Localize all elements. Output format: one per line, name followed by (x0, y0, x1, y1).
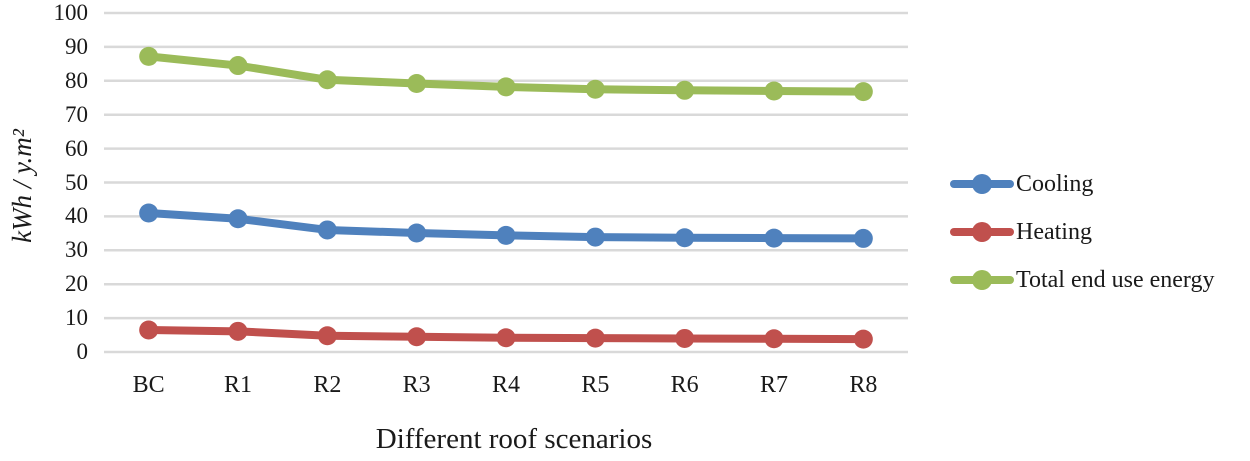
data-point-marker (228, 56, 248, 76)
data-point-marker (139, 320, 159, 340)
x-tick-label: R5 (581, 372, 610, 398)
y-tick-label: 90 (65, 33, 88, 59)
data-point-marker (675, 228, 695, 248)
data-point-marker (853, 329, 873, 349)
data-point-marker (585, 227, 605, 247)
data-point-marker (496, 77, 516, 97)
data-point-marker (675, 328, 695, 348)
data-point-marker (764, 228, 784, 248)
x-tick-label: R7 (759, 372, 788, 398)
x-tick-label: R6 (670, 372, 699, 398)
x-tick-label: R3 (402, 372, 431, 398)
legend-label-heating: Heating (1016, 218, 1092, 245)
data-point-marker (764, 81, 784, 101)
y-tick-label: 40 (65, 203, 88, 229)
y-tick-label: 20 (65, 271, 88, 297)
legend-dot (972, 174, 992, 194)
data-point-marker (853, 82, 873, 102)
data-point-marker (317, 220, 337, 240)
data-point-marker (228, 209, 248, 229)
y-tick-label: 50 (65, 169, 88, 195)
legend-item-total-end-use-energy: Total end use energy (950, 265, 1214, 295)
data-point-marker (407, 327, 427, 347)
legend-line-marker-icon (950, 265, 1014, 295)
legend-dot (972, 222, 992, 242)
x-tick-label: BC (132, 372, 165, 398)
y-tick-label: 70 (65, 101, 88, 127)
data-point-marker (853, 228, 873, 248)
legend-dot (972, 270, 992, 290)
y-tick-label: 100 (53, 0, 89, 25)
x-tick-label: R8 (849, 372, 878, 398)
data-point-marker (585, 328, 605, 348)
legend-label-total-end-use-energy: Total end use energy (1016, 266, 1215, 293)
data-point-marker (139, 46, 159, 66)
data-point-marker (496, 225, 516, 245)
data-point-marker (496, 328, 516, 348)
data-point-marker (317, 326, 337, 346)
data-point-marker (407, 74, 427, 94)
legend-item-heating: Heating (950, 217, 1092, 247)
y-tick-label: 30 (65, 237, 88, 263)
x-tick-label: R1 (223, 372, 252, 398)
data-point-marker (585, 79, 605, 99)
data-point-marker (139, 203, 159, 223)
data-point-marker (407, 223, 427, 243)
x-tick-label: R2 (313, 372, 342, 398)
legend-line-marker-icon (950, 217, 1014, 247)
data-point-marker (228, 321, 248, 341)
data-point-marker (675, 80, 695, 100)
legend-label-cooling: Cooling (1016, 170, 1094, 197)
y-tick-label: 0 (76, 339, 89, 364)
x-axis-title: Different roof scenarios (375, 423, 653, 455)
x-tick-label: R4 (491, 372, 520, 398)
data-point-marker (317, 70, 337, 90)
y-tick-label: 80 (65, 67, 88, 93)
y-axis-title: kWh / y.m² (7, 129, 37, 243)
data-point-marker (764, 329, 784, 349)
legend-line-marker-icon (950, 169, 1014, 199)
legend-item-cooling: Cooling (950, 169, 1093, 199)
y-tick-label: 10 (65, 305, 88, 331)
y-tick-label: 60 (65, 135, 88, 161)
